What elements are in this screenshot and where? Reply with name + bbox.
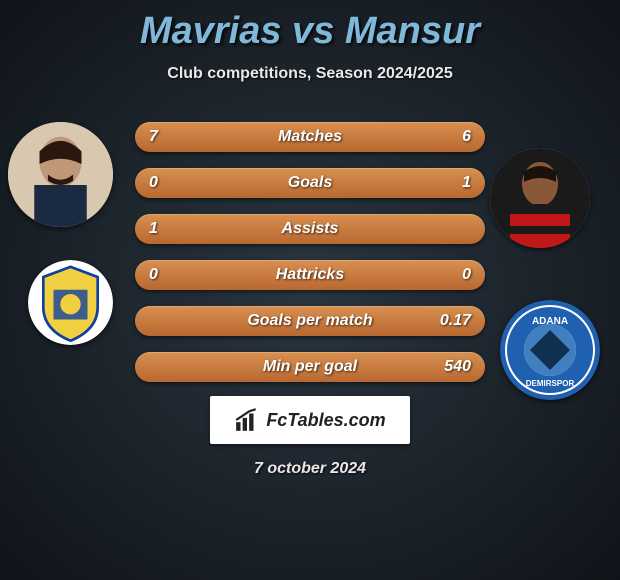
stat-row-min-per-goal: Min per goal 540: [135, 352, 485, 382]
stat-label: Matches: [135, 122, 485, 152]
stat-right-value: 0.17: [440, 306, 471, 336]
stat-label: Min per goal: [135, 352, 485, 382]
stat-bars: 7 Matches 6 0 Goals 1 1 Assists 0 Hattri…: [135, 122, 485, 398]
club-left-badge: [28, 260, 113, 345]
page-subtitle: Club competitions, Season 2024/2025: [0, 65, 620, 83]
stat-row-goals-per-match: Goals per match 0.17: [135, 306, 485, 336]
brand-logo-icon: [234, 407, 260, 433]
stat-right-value: 1: [462, 168, 471, 198]
brand-box: FcTables.com: [210, 396, 410, 444]
stat-row-hattricks: 0 Hattricks 0: [135, 260, 485, 290]
stat-label: Goals: [135, 168, 485, 198]
stat-row-assists: 1 Assists: [135, 214, 485, 244]
brand-text: FcTables.com: [266, 410, 385, 431]
svg-text:DEMIRSPOR: DEMIRSPOR: [526, 379, 575, 388]
player-left-avatar: [8, 122, 113, 227]
svg-text:ADANA: ADANA: [532, 316, 568, 327]
stat-right-value: 0: [462, 260, 471, 290]
player-right-avatar: [490, 148, 590, 248]
stat-row-goals: 0 Goals 1: [135, 168, 485, 198]
stat-label: Assists: [135, 214, 485, 244]
club-right-badge: ADANA DEMIRSPOR: [500, 300, 600, 400]
stat-right-value: 540: [444, 352, 471, 382]
stat-label: Hattricks: [135, 260, 485, 290]
page-title: Mavrias vs Mansur: [0, 0, 620, 53]
stat-row-matches: 7 Matches 6: [135, 122, 485, 152]
date-label: 7 october 2024: [0, 460, 620, 478]
stat-label: Goals per match: [135, 306, 485, 336]
stat-right-value: 6: [462, 122, 471, 152]
